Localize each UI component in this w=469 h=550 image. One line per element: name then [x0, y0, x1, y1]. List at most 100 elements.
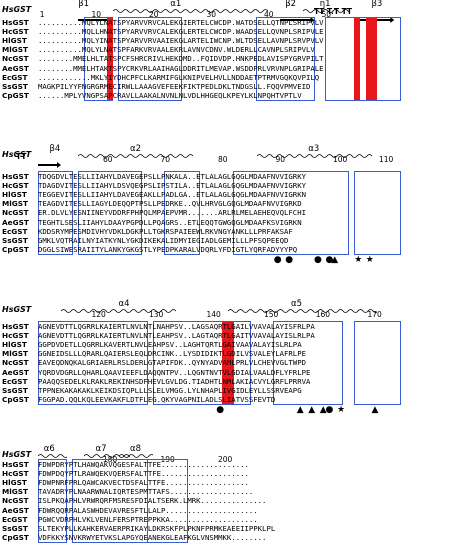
ss-reference-title: HsGST — [2, 150, 32, 159]
similarity-box — [273, 321, 344, 405]
sequence-name: MlGST — [2, 45, 28, 55]
residue-number: 60 — [103, 155, 113, 164]
sequence-residues: ..........MQLYLNATSPFARKVRVAALEKRLAVNVCD… — [38, 45, 315, 55]
similarity-box — [118, 17, 183, 101]
similarity-box — [37, 321, 148, 405]
sequence-name: NcGST — [2, 208, 29, 218]
sequence-name: SsGST — [2, 385, 28, 395]
sequence-residues: TEGHTLSESLIIAHYLDAAYPGPDLLPQAGRS..ETLEQQ… — [38, 217, 302, 227]
turn-labels: TT — [16, 152, 27, 161]
sequence-name: AeGST — [2, 505, 29, 515]
circle-marker-icon: ● — [325, 254, 334, 265]
sequence-name: AeGST — [2, 367, 29, 377]
triangle-marker-icon: ▲ — [308, 404, 316, 415]
sequence-name: CpGST — [2, 90, 29, 100]
residue-number: 160 — [315, 310, 331, 319]
ss-element-label: α7 — [95, 444, 107, 454]
sequence-name: HsGST — [2, 172, 29, 181]
sequence-name: CpGST — [2, 394, 29, 404]
ss-element-label: α4 — [118, 299, 130, 309]
residue-number: 10 — [91, 10, 102, 19]
sequence-residues: FDWPNRFPRLQAWCAKVECTDSFALTTFE...........… — [38, 478, 249, 488]
helix-symbol — [256, 153, 372, 159]
helix-symbol — [61, 308, 176, 314]
conserved-column — [371, 17, 378, 101]
sequence-residues: VDFKKYSNVKRWYETVKSLAPGYQEANEKGLEAFKGLVNS… — [38, 532, 267, 542]
sequence-residues: GMKLVQTRAILNYIATKYNLYGKDIKEKALIDMYIEGIAD… — [38, 235, 289, 245]
sequence-residues: AGNEVDTTLQGRRLKAIERTLNVLNTLNAHPSV..LAGSA… — [38, 322, 315, 331]
sequence-name: MlGST — [2, 487, 28, 497]
conserved-column — [354, 17, 360, 101]
sequence-residues: FDWPDRYPTLHAWQAKVQGESFALTTFE............… — [38, 460, 249, 469]
strand-arrow-symbol — [38, 153, 61, 168]
ss-element-label: β3 — [371, 0, 383, 9]
residue-number: 90 — [275, 155, 286, 164]
sequence-residues: ......MPLYVNGPSAPCRAVLLAAKALNVNLNLVDLHHG… — [38, 90, 302, 100]
sequence-name: MlGST — [2, 349, 28, 359]
helix-symbol — [118, 453, 153, 459]
residue-number: 100 — [333, 155, 348, 164]
similarity-box — [152, 321, 252, 405]
triangle-marker-icon: ▲ — [371, 404, 379, 415]
helix-symbol — [84, 453, 130, 459]
residue-number: 20 — [149, 10, 159, 19]
residue-number: 170 — [367, 310, 382, 319]
ss-element-label: α1 — [170, 0, 182, 9]
residue-number: 110 — [379, 155, 394, 164]
conserved-column — [107, 17, 113, 101]
sequence-name: HlGST — [2, 36, 27, 46]
similarity-box — [83, 17, 114, 101]
functional-site-markers: ● ● ● ● ▲ ★ ★ — [0, 255, 469, 267]
residue-number: 40 — [264, 10, 274, 19]
sequence-name: EcGST — [2, 376, 28, 386]
ss-element-label: α5 — [291, 299, 303, 309]
sequence-name: NcGST — [2, 358, 29, 368]
sequence-residues: ........MMELHTAKTSPYCRKVRLAAIHAGLDDRITLM… — [38, 63, 324, 73]
strand-arrow-symbol — [279, 8, 314, 23]
sequence-name: SsGST — [2, 235, 28, 245]
conserved-column — [365, 17, 372, 101]
similarity-box — [146, 459, 188, 543]
sequence-residues: DGGLSIWESRAIITYLANKYGKGSTLYPEDPKARALVDQR… — [38, 244, 298, 254]
similarity-box — [77, 171, 142, 255]
circle-marker-icon: ● — [285, 254, 294, 265]
ss-element-label: β2 — [285, 0, 297, 9]
residue-number: 80 — [218, 155, 228, 164]
similarity-box — [233, 171, 349, 255]
sequence-residues: TEAGDVITESLLIAGYLDEQQPTPSLLPEDRKE..QVLHR… — [38, 199, 302, 209]
star-marker-icon: ★ — [365, 254, 374, 265]
sequence-name: HcGST — [2, 469, 29, 479]
ss-element-label: η1 — [319, 0, 331, 9]
sequence-residues: YQRDVDGRLLQHARLQAAVIEEFLDAQQNTPV..LQGNTN… — [38, 367, 311, 377]
sequence-name: EcGST — [2, 514, 28, 524]
sequence-residues: ..........MQLYLNATSPYARVVRVCALEKGIERTELC… — [38, 18, 324, 27]
helix-symbol — [38, 453, 67, 459]
sequence-name: NcGST — [2, 54, 29, 64]
residue-number: 150 — [264, 310, 279, 319]
ss-reference-title: HsGST — [2, 305, 32, 314]
sequence-name: MlGST — [2, 199, 28, 209]
sequence-residues: PAAQQSEDELKLRAKLREKINHSDFHEVLGVLDG.TIADH… — [38, 376, 311, 386]
sequence-residues: AGNEVDTTLQGRRLKAIERTLNVLNTLEAHPSV..LAGTA… — [38, 331, 315, 341]
helix-symbol — [227, 308, 378, 314]
helix-symbol — [112, 8, 268, 14]
ss-element-label: α2 — [130, 144, 142, 154]
triangle-marker-icon: ▲ — [296, 404, 304, 415]
sequence-name: HcGST — [2, 27, 29, 37]
similarity-box — [37, 171, 73, 255]
sequence-residues: TPPNEKAKAKAKLKEIKDSIQPLLLSLELVMGG.LYLNHA… — [38, 385, 302, 395]
similarity-box — [353, 171, 401, 255]
sequence-name: HlGST — [2, 478, 27, 488]
helix-symbol — [78, 153, 194, 159]
sequence-name: HcGST — [2, 181, 29, 191]
strand-arrow-symbol — [354, 8, 395, 23]
sequence-residues: ............MKLYIYDHCPFCLKARMIFGLKNIPVEL… — [38, 72, 320, 82]
conserved-column — [227, 321, 234, 405]
sequence-name: SsGST — [2, 81, 28, 91]
sequence-name: HlGST — [2, 340, 27, 350]
sequence-name: CpGST — [2, 244, 29, 254]
sequence-residues: PGWCVDRPHLVKLVENLFERSPTREPPKKA..........… — [38, 514, 258, 524]
circle-marker-icon: ● — [216, 404, 225, 415]
sequence-name: HsGST — [2, 322, 29, 331]
ss-element-label: α8 — [130, 444, 142, 454]
